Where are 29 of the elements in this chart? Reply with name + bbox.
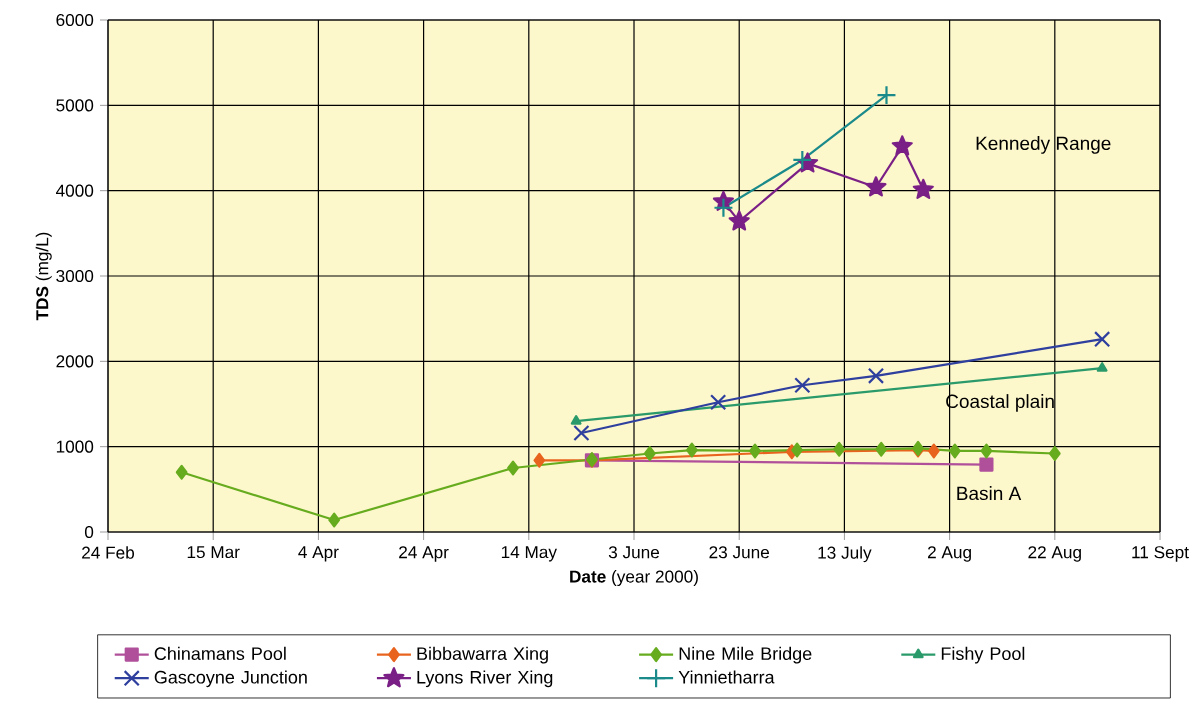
- x-tick-label: 2 Aug: [928, 546, 971, 562]
- x-tick-label: 15 Mar: [187, 546, 240, 559]
- x-tick-label: 22 Aug: [1028, 546, 1081, 562]
- legend-label: Lyons River Xing: [417, 670, 553, 688]
- legend-label: Chinamans Pool: [154, 646, 286, 661]
- x-tick-label: 11 Sept: [1132, 546, 1189, 562]
- y-tick-label: 5000: [56, 99, 94, 112]
- legend-label: Nine Mile Bridge: [679, 646, 812, 664]
- y-tick-label: 6000: [56, 13, 94, 27]
- legend-label: Yinnietharra: [678, 670, 775, 684]
- x-tick-label: 4 Apr: [298, 546, 339, 562]
- x-tick-label: 3 June: [608, 546, 660, 559]
- y-tick-label: 0: [84, 525, 94, 539]
- y-tick-label: 2000: [56, 355, 94, 368]
- legend-label: Gascoyne Junction: [154, 670, 307, 688]
- legend-label: Bibbawarra Xing: [417, 646, 548, 664]
- annotation: Basin A: [957, 486, 1022, 501]
- x-tick-label: 13 July: [818, 546, 872, 563]
- x-tick-label: 24 Apr: [399, 546, 449, 562]
- y-tick-label: 3000: [56, 269, 94, 283]
- x-tick-label: 14 May: [501, 546, 557, 562]
- legend-label: Fishy Pool: [941, 646, 1025, 664]
- x-tick-label: 23 June: [709, 546, 769, 559]
- y-tick-label: 4000: [56, 184, 94, 197]
- y-axis-title: TDS (mg/L): [35, 232, 52, 321]
- y-tick-label: 1000: [56, 440, 94, 453]
- x-axis-title: Date (year 2000): [570, 570, 698, 587]
- annotation: Kennedy Range: [976, 136, 1111, 154]
- x-tick-label: 24 Feb: [82, 546, 135, 559]
